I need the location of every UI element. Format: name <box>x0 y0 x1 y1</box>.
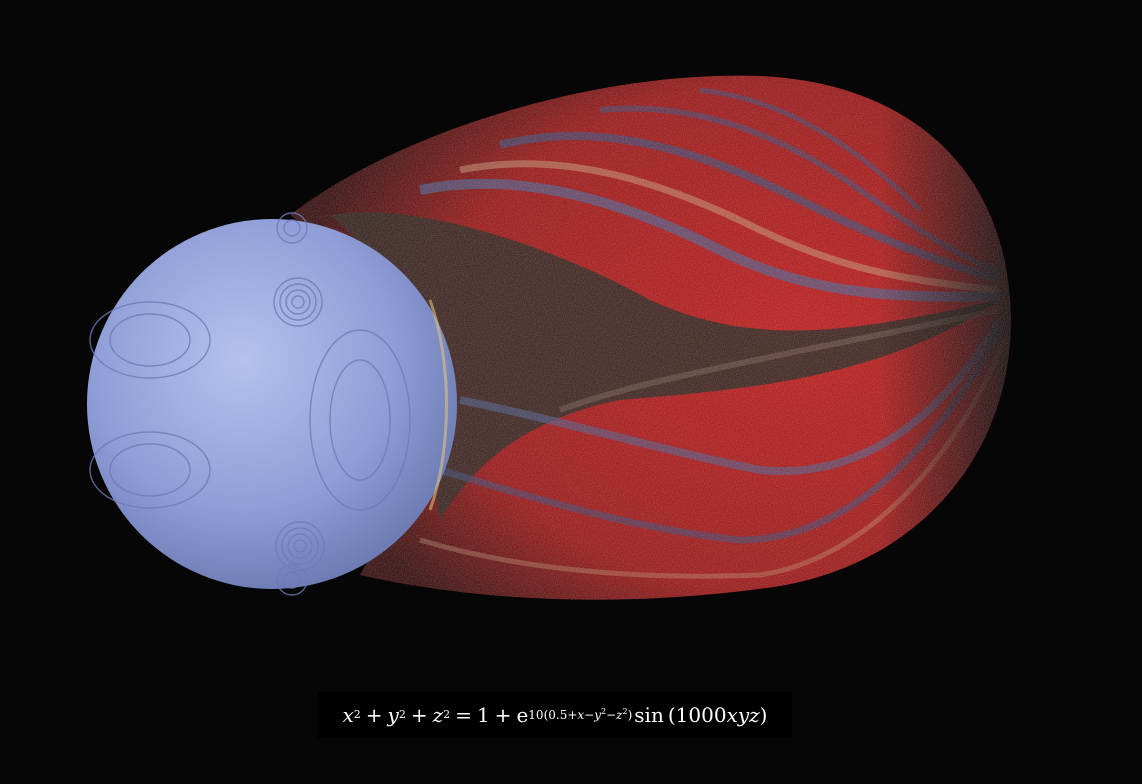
eq-exponent-minus: − <box>584 708 595 722</box>
eq-plus: + <box>410 703 428 727</box>
eq-exponent-coeff: 10 <box>528 708 544 722</box>
eq-exponent-y: y <box>594 708 602 722</box>
eq-exp: 2 <box>601 707 607 716</box>
eq-lparen: ( <box>543 708 549 722</box>
eq-exp: 2 <box>622 707 628 716</box>
eq-exponent-z: z <box>616 708 623 722</box>
eq-plus: + <box>365 703 383 727</box>
eq-e: e <box>516 703 529 727</box>
eq-rparen: ) <box>627 708 633 722</box>
eq-one: 1 <box>476 703 490 727</box>
eq-exponent-const: 0.5+ <box>548 708 578 722</box>
eq-z: z <box>432 703 444 727</box>
eq-exponent: 10(0.5+x−y2−z2) <box>528 707 633 722</box>
eq-exponent-minus: − <box>606 708 617 722</box>
eq-sin-lparen: ( <box>667 703 676 727</box>
eq-sin-rparen: ) <box>759 703 768 727</box>
eq-sin-vars: xyz <box>726 703 760 727</box>
eq-sin: sin <box>634 703 664 727</box>
eq-sin-number: 1000 <box>675 703 727 727</box>
eq-y: y <box>387 703 399 727</box>
eq-x: x <box>342 703 354 727</box>
eq-exponent-x: x <box>577 708 585 722</box>
eq-equals: = <box>455 703 472 727</box>
sphere <box>87 212 457 596</box>
eq-plus: + <box>494 703 512 727</box>
